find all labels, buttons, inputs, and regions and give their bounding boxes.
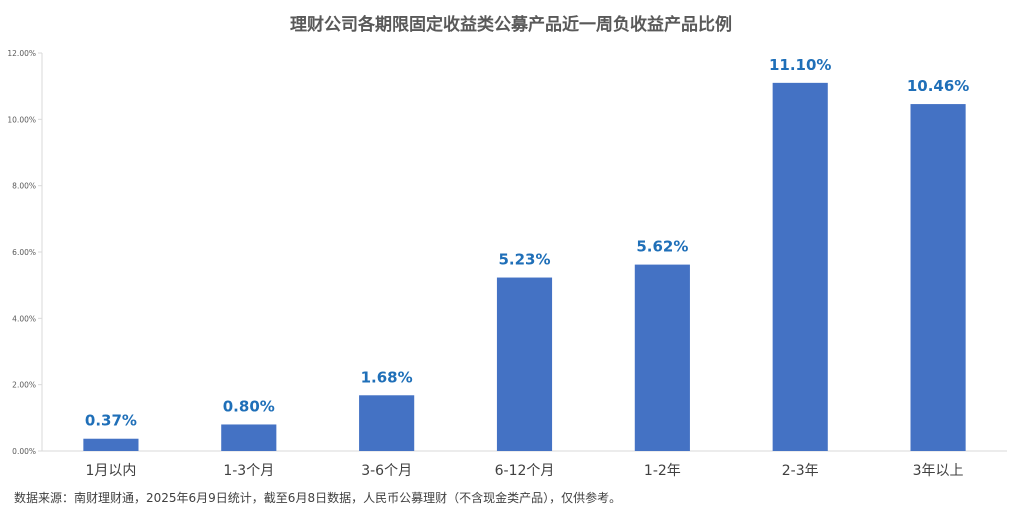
bar: [910, 104, 966, 452]
x-axis: 1月以内 1-3个月 3-6个月 6-12个月 1-2年 2-3年 3年以上: [42, 450, 1007, 479]
bar: [221, 424, 277, 451]
y-tick-label: 2.00%: [12, 381, 36, 390]
source-note: 数据来源：南财理财通，2025年6月9日统计，截至6月8日数据，人民币公募理财（…: [14, 491, 622, 505]
data-label: 11.10%: [769, 56, 831, 74]
data-label: 1.68%: [361, 368, 413, 386]
bar: [772, 82, 828, 451]
data-labels: 0.37% 0.80% 1.68% 5.23% 5.62% 11.10% 10.46%: [85, 56, 969, 430]
y-tick-label: 8.00%: [12, 182, 36, 191]
y-tick-label: 6.00%: [12, 248, 36, 257]
data-label: 0.37%: [85, 412, 137, 430]
bar: [83, 438, 139, 451]
x-tick-label: 1-3个月: [223, 463, 274, 479]
data-label: 10.46%: [907, 77, 969, 95]
data-label: 5.23%: [498, 251, 550, 269]
bar: [634, 264, 690, 451]
bars: [83, 82, 966, 452]
x-tick-label: 3年以上: [913, 463, 964, 479]
data-label: 5.62%: [636, 238, 688, 256]
x-tick-label: 2-3年: [782, 463, 819, 479]
data-label: 0.80%: [223, 397, 275, 415]
x-tick-label: 3-6个月: [361, 463, 412, 479]
chart-title: 理财公司各期限固定收益类公募产品近一周负收益产品比例: [290, 15, 732, 35]
x-tick-label: 6-12个月: [495, 463, 555, 479]
y-axis: 0.00% 2.00% 4.00% 6.00% 8.00% 10.00% 12.00%: [7, 49, 43, 456]
bar: [496, 277, 553, 451]
y-tick-label: 10.00%: [7, 115, 36, 124]
bar: [359, 395, 415, 451]
y-tick-label: 4.00%: [12, 314, 36, 323]
x-tick-label: 1-2年: [644, 463, 681, 479]
x-tick-label: 1月以内: [85, 463, 136, 479]
y-tick-label: 0.00%: [12, 447, 36, 456]
y-tick-label: 12.00%: [7, 49, 36, 58]
